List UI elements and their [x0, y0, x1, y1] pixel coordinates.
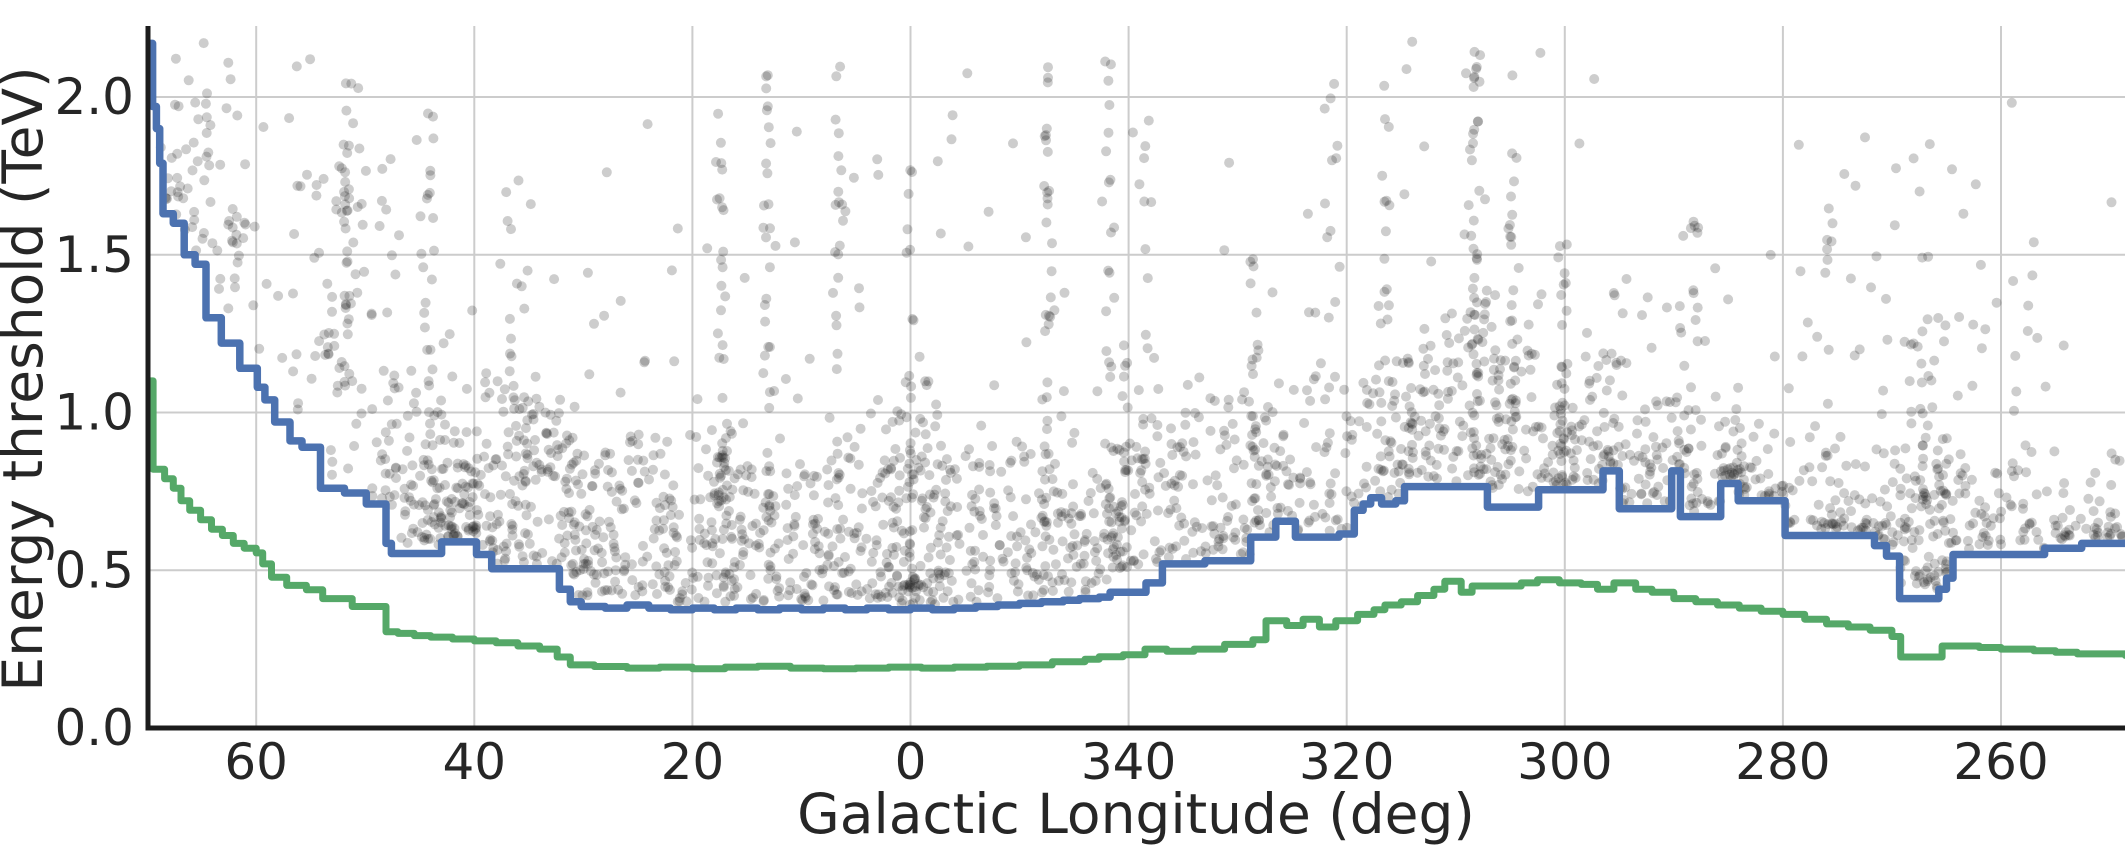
x-tick-280: 280 [1735, 733, 1830, 791]
x-axis-spine [145, 725, 2125, 731]
x-tick-60: 60 [224, 733, 288, 791]
green-threshold-line [148, 377, 2125, 673]
x-tick-20: 20 [661, 733, 725, 791]
y-tick-0.0: 0.0 [54, 699, 134, 757]
y-tick-1.5: 1.5 [54, 226, 134, 284]
x-tick-labels: 60 40 20 0 340 320 300 280 260 [224, 733, 2048, 791]
y-tick-labels: 0.0 0.5 1.0 1.5 2.0 [54, 68, 134, 757]
y-axis-spine [145, 26, 151, 731]
x-axis-label: Galactic Longitude (deg) [797, 782, 1475, 846]
blue-threshold-line [148, 39, 2125, 614]
x-tick-340: 340 [1081, 733, 1176, 791]
x-tick-260: 260 [1953, 733, 2048, 791]
y-tick-2.0: 2.0 [54, 68, 134, 126]
x-tick-300: 300 [1517, 733, 1612, 791]
y-tick-1.0: 1.0 [54, 384, 134, 442]
x-tick-0: 0 [895, 733, 927, 791]
y-axis-label: Energy threshold (TeV) [0, 66, 55, 691]
x-tick-40: 40 [442, 733, 506, 791]
y-tick-0.5: 0.5 [54, 541, 134, 599]
grid-lines [148, 26, 2125, 728]
x-tick-320: 320 [1299, 733, 1394, 791]
